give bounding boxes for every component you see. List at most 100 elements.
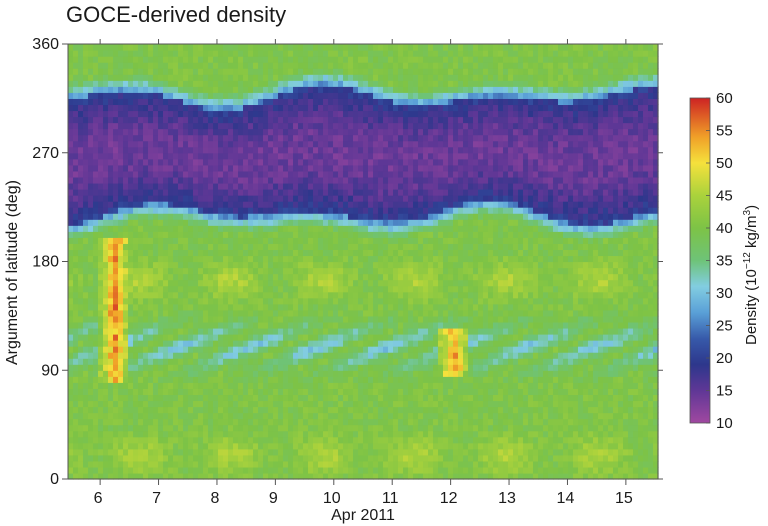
heatmap-cell [323,279,329,287]
heatmap-cell [253,273,259,281]
heatmap-cell [373,170,379,178]
heatmap-cell [368,92,374,99]
heatmap-cell [118,146,124,154]
heatmap-cell [303,158,309,166]
heatmap-cell [408,466,414,474]
heatmap-cell [368,279,374,287]
heatmap-cell [233,327,239,335]
heatmap-cell [353,315,359,323]
heatmap-cell [313,285,319,293]
heatmap-cell [383,56,389,63]
heatmap-cell [403,44,409,51]
heatmap-cell [148,279,154,287]
heatmap-cell [333,466,339,474]
heatmap-cell [133,164,139,172]
heatmap-cell [193,454,199,462]
heatmap-cell [198,315,204,323]
heatmap-cell [193,370,199,377]
heatmap-cell [103,80,109,87]
heatmap-cell [258,182,264,190]
heatmap-cell [88,44,94,51]
heatmap-cell [153,201,159,208]
heatmap-cell [343,225,349,232]
heatmap-cell [273,376,279,383]
heatmap-cell [288,279,294,287]
heatmap-cell [308,315,314,323]
heatmap-cell [168,237,174,244]
heatmap-cell [248,207,254,214]
heatmap-cell [158,116,164,124]
heatmap-cell [348,50,354,57]
heatmap-cell [103,56,109,63]
heatmap-cell [323,201,329,208]
heatmap-cell [233,460,239,468]
heatmap-cell [363,182,369,190]
heatmap-cell [358,219,364,226]
heatmap-cell [263,436,269,444]
heatmap-cell [168,231,174,238]
heatmap-cell [303,213,309,220]
heatmap-cell [128,309,134,317]
heatmap-cell [93,303,99,311]
heatmap-cell [343,460,349,468]
heatmap-cell [258,346,264,353]
heatmap-cell [78,219,84,226]
heatmap-cell [93,273,99,281]
heatmap-cell [173,237,179,244]
heatmap-cell [168,140,174,148]
heatmap-cell [113,358,119,365]
heatmap-cell [313,92,319,99]
heatmap-cell [188,170,194,178]
heatmap-cell [198,358,204,365]
heatmap-cell [73,189,79,196]
heatmap-cell [403,62,409,69]
heatmap-cell [78,56,84,63]
heatmap-cell [88,466,94,474]
heatmap-cell [98,315,104,323]
heatmap-cell [238,430,244,438]
heatmap-cell [408,321,414,329]
heatmap-cell [68,176,74,184]
heatmap-cell [98,225,104,232]
heatmap-cell [398,56,404,63]
heatmap-cell [208,352,214,359]
heatmap-cell [273,152,279,160]
heatmap-cell [138,56,144,63]
heatmap-cell [108,158,114,166]
heatmap-cell [98,152,104,160]
heatmap-cell [98,291,104,299]
heatmap-cell [218,255,224,263]
heatmap-cell [113,382,119,389]
heatmap-cell [278,334,284,341]
heatmap-cell [148,68,154,75]
heatmap-cell [243,370,249,377]
heatmap-cell [73,406,79,414]
heatmap-cell [278,261,284,269]
heatmap-cell [118,213,124,220]
heatmap-cell [203,56,209,63]
heatmap-cell [398,255,404,263]
heatmap-cell [198,152,204,160]
heatmap-cell [83,291,89,299]
heatmap-cell [393,442,399,450]
heatmap-cell [218,195,224,202]
heatmap-cell [173,110,179,118]
heatmap-cell [323,122,329,130]
heatmap-cell [363,291,369,299]
heatmap-cell [103,406,109,414]
heatmap-cell [213,285,219,293]
heatmap-cell [193,86,199,93]
heatmap-cell [308,164,314,172]
heatmap-cell [348,261,354,269]
heatmap-cell [73,472,79,480]
heatmap-cell [238,327,244,335]
heatmap-cell [178,231,184,238]
heatmap-cell [178,140,184,148]
heatmap-cell [273,327,279,335]
heatmap-cell [163,340,169,347]
heatmap-cell [168,243,174,251]
heatmap-cell [173,164,179,172]
heatmap-cell [263,370,269,377]
heatmap-cell [123,394,129,402]
heatmap-cell [328,291,334,299]
